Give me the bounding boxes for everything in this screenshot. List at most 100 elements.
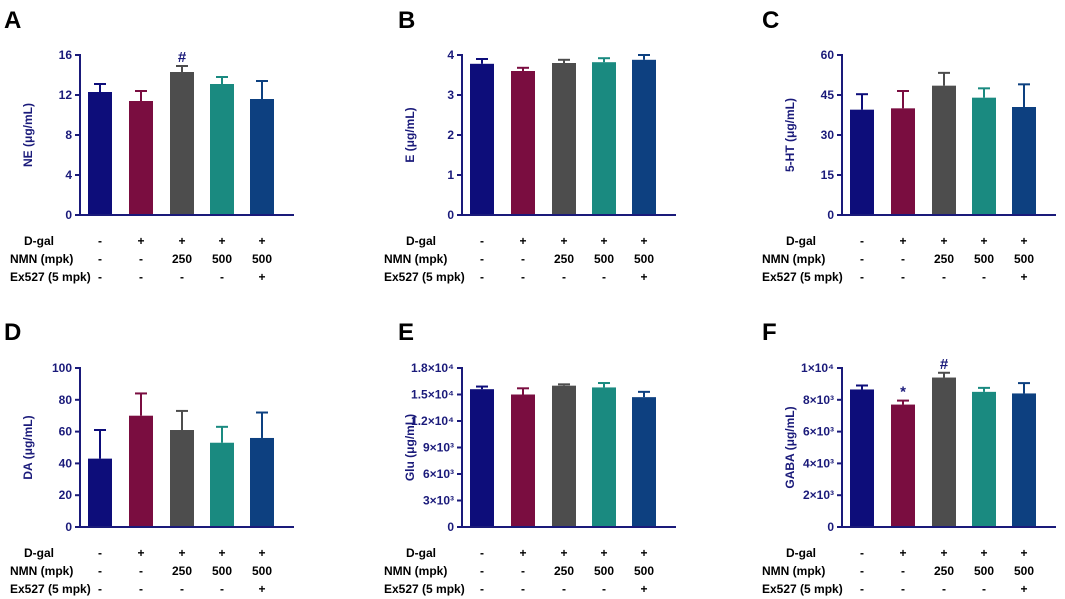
- chart-panel-f: F 0 2×10³ 4×10³ 6×10³ 8×10³ 1×10⁴ GABA (μg/mL) *…: [762, 319, 1056, 596]
- y-axis-label: Glu (μg/mL): [403, 414, 417, 481]
- bar-g2: [129, 415, 153, 527]
- condition-cell: 500: [1014, 564, 1034, 578]
- y-tick-label: 6×10³: [803, 425, 834, 439]
- y-tick-label: 0: [65, 208, 72, 222]
- condition-cell: +: [258, 270, 265, 284]
- bar-g1: [470, 389, 494, 527]
- condition-cell: +: [178, 234, 185, 248]
- y-tick-label: 20: [59, 488, 73, 502]
- y-tick-label: 9×10³: [423, 441, 454, 455]
- panel-letter: C: [762, 7, 779, 34]
- bar-g4: [592, 387, 616, 527]
- condition-row-label: D-gal: [406, 234, 436, 248]
- y-tick-label: 16: [59, 48, 73, 62]
- y-tick-label: 40: [59, 456, 73, 470]
- condition-cell: 500: [1014, 252, 1034, 266]
- condition-cell: -: [562, 582, 566, 596]
- condition-cell: 500: [634, 564, 654, 578]
- condition-cell: 500: [212, 564, 232, 578]
- condition-cell: -: [180, 582, 184, 596]
- condition-cell: -: [860, 270, 864, 284]
- panel-letter: B: [398, 7, 415, 34]
- condition-cell: -: [942, 270, 946, 284]
- condition-cell: -: [901, 582, 905, 596]
- bar-g5: [1012, 393, 1036, 527]
- condition-cell: +: [640, 582, 647, 596]
- y-tick-label: 15: [821, 168, 835, 182]
- condition-cell: +: [258, 234, 265, 248]
- condition-cell: -: [860, 252, 864, 266]
- condition-cell: +: [1020, 546, 1027, 560]
- condition-cell: -: [982, 582, 986, 596]
- y-tick-label: 45: [821, 88, 835, 102]
- condition-cell: +: [640, 546, 647, 560]
- condition-row-label: D-gal: [786, 546, 816, 560]
- condition-cell: 500: [594, 252, 614, 266]
- condition-cell: -: [480, 582, 484, 596]
- y-tick-label: 4: [447, 48, 454, 62]
- condition-cell: +: [940, 234, 947, 248]
- condition-cell: +: [218, 546, 225, 560]
- y-tick-label: 4: [65, 168, 72, 182]
- condition-cell: +: [137, 546, 144, 560]
- y-tick-label: 3×10³: [423, 494, 454, 508]
- condition-cell: +: [519, 546, 526, 560]
- condition-cell: +: [600, 234, 607, 248]
- condition-cell: +: [218, 234, 225, 248]
- condition-cell: 500: [974, 564, 994, 578]
- y-tick-label: 1: [447, 168, 454, 182]
- condition-cell: -: [98, 582, 102, 596]
- condition-cell: +: [258, 546, 265, 560]
- bar-g5: [632, 59, 656, 215]
- condition-cell: -: [602, 270, 606, 284]
- panel-letter: F: [762, 319, 777, 346]
- bar-g2: [891, 404, 915, 527]
- y-axis-label: NE (μg/mL): [21, 103, 35, 167]
- bar-g3: [932, 85, 956, 216]
- condition-cell: -: [901, 270, 905, 284]
- y-tick-label: 2: [447, 128, 454, 142]
- chart-panel-b: B 0 1 2 3 4 E (μg/mL) D-gal - + + + + NMN (mpk) - - 250 5…: [384, 7, 676, 284]
- condition-cell: -: [521, 270, 525, 284]
- condition-cell: -: [521, 582, 525, 596]
- condition-cell: +: [899, 234, 906, 248]
- condition-cell: -: [139, 252, 143, 266]
- condition-cell: 250: [934, 252, 954, 266]
- bar-g3: [170, 430, 194, 527]
- y-tick-label: 0: [827, 520, 834, 534]
- y-tick-label: 100: [52, 361, 72, 375]
- condition-cell: -: [860, 564, 864, 578]
- y-tick-label: 4×10³: [803, 456, 834, 470]
- condition-cell: -: [480, 564, 484, 578]
- condition-cell: 250: [934, 564, 954, 578]
- condition-cell: -: [220, 582, 224, 596]
- condition-row-label: NMN (mpk): [762, 564, 825, 578]
- y-tick-label: 12: [59, 88, 73, 102]
- condition-cell: -: [480, 252, 484, 266]
- bar-g4: [972, 391, 996, 527]
- condition-row-label: D-gal: [24, 234, 54, 248]
- condition-cell: -: [98, 252, 102, 266]
- y-tick-label: 80: [59, 393, 73, 407]
- chart-panel-d: D 0 20 40 60 80 100 DA (μg/mL) D-gal - + + + + NMN (mp…: [4, 319, 294, 596]
- condition-cell: 500: [634, 252, 654, 266]
- bar-g4: [210, 84, 234, 215]
- y-tick-label: 1.2×10⁴: [411, 414, 454, 428]
- condition-cell: 250: [554, 564, 574, 578]
- y-tick-label: 0: [447, 208, 454, 222]
- bar-g1: [850, 389, 874, 527]
- condition-row-label: NMN (mpk): [384, 564, 447, 578]
- significance-marker: #: [940, 356, 949, 373]
- condition-row-label: D-gal: [406, 546, 436, 560]
- condition-cell: 250: [172, 564, 192, 578]
- condition-cell: +: [980, 546, 987, 560]
- condition-cell: 250: [554, 252, 574, 266]
- condition-cell: -: [860, 582, 864, 596]
- condition-cell: -: [180, 270, 184, 284]
- condition-cell: -: [480, 270, 484, 284]
- y-tick-label: 60: [59, 425, 73, 439]
- condition-cell: -: [98, 234, 102, 248]
- condition-row-label: NMN (mpk): [384, 252, 447, 266]
- bar-g2: [129, 101, 153, 215]
- bar-g1: [88, 458, 112, 527]
